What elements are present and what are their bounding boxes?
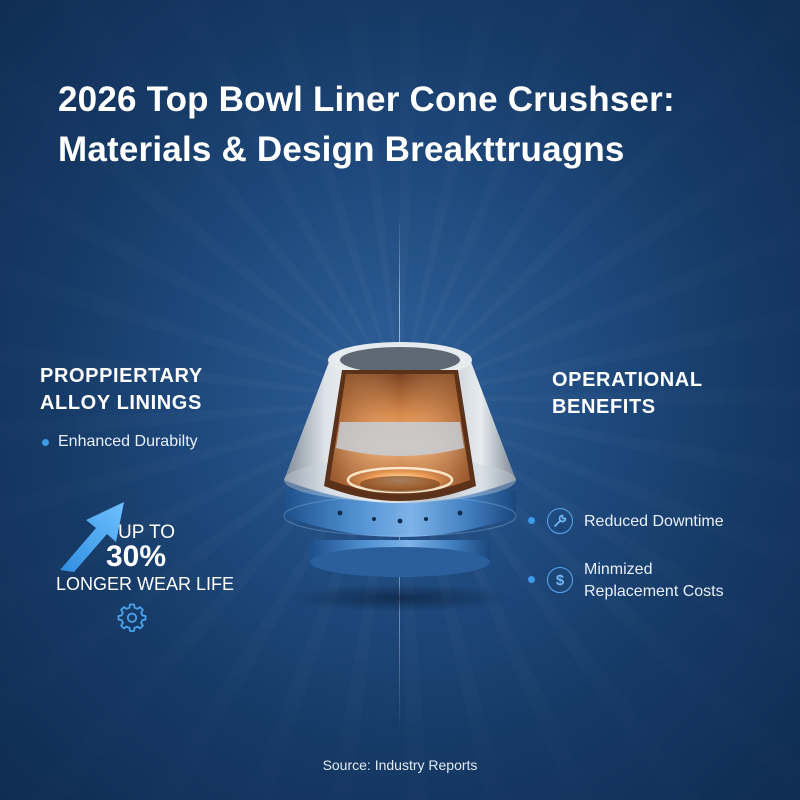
page-title: 2026 Top Bowl Liner Cone Crushser: Mater… — [58, 75, 758, 175]
source-caption: Source: Industry Reports — [322, 757, 478, 773]
title-line-1: 2026 Top Bowl Liner Cone Crushser: — [58, 80, 675, 119]
benefit-item-downtime: Reduced Downtime — [584, 511, 724, 533]
benefits-heading-line-1: OPERATIONAL — [552, 369, 703, 391]
dollar-glyph: $ — [555, 571, 565, 589]
benefit-line-1: Reduced Downtime — [584, 513, 724, 530]
bullet-dot — [42, 439, 49, 446]
bowl-liner-illustration — [283, 342, 517, 612]
upward-arrow-icon — [60, 502, 124, 572]
alloy-heading-line-1: PROPPIERTARY — [40, 365, 203, 387]
benefits-heading-line-2: BENEFITS — [552, 396, 656, 418]
wrench-icon — [547, 508, 573, 534]
alloy-linings-heading: PROPPIERTARY ALLOY LININGS — [40, 363, 203, 417]
benefit-line-1: Minmized — [584, 561, 653, 578]
benefit-item-costs: Minmized Replacement Costs — [584, 559, 724, 603]
gear-icon — [117, 603, 147, 632]
stat-value: 30% — [106, 540, 167, 573]
dollar-icon: $ — [547, 567, 573, 593]
bullet-dot — [528, 517, 535, 524]
durability-bullet-text: Enhanced Durabilty — [58, 433, 198, 450]
alloy-heading-line-2: ALLOY LININGS — [40, 392, 202, 414]
stat-suffix: LONGER WEAR LIFE — [56, 574, 235, 594]
stat-prefix: UP TO — [118, 522, 176, 543]
benefit-line-2: Replacement Costs — [584, 583, 724, 600]
wrench-glyph — [554, 514, 567, 527]
bullet-dot — [528, 576, 535, 583]
title-line-2: Materials & Design Breakttruagns — [58, 130, 625, 169]
operational-benefits-heading: OPERATIONAL BENEFITS — [552, 367, 703, 421]
